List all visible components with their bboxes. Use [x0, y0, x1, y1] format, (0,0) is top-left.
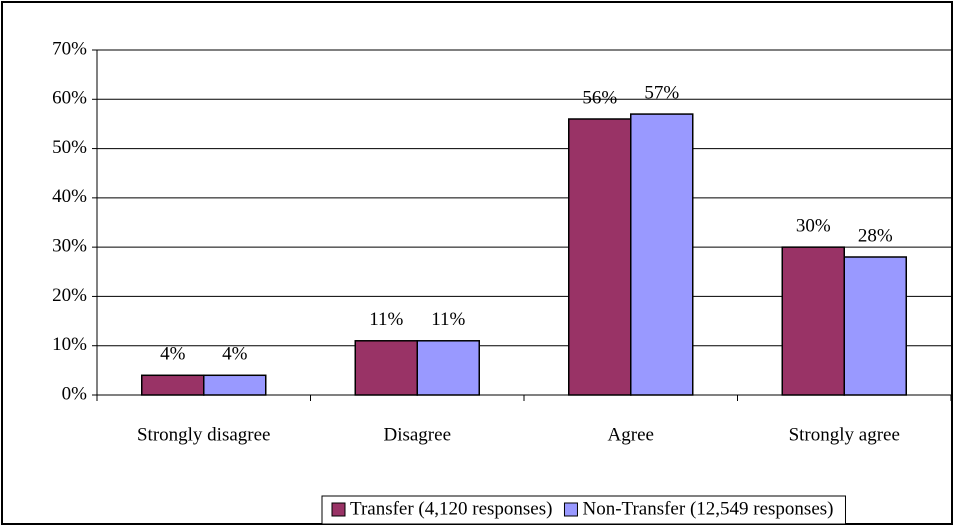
- y-tick-label: 40%: [52, 186, 87, 207]
- bar: [781, 246, 845, 396]
- value-label: 11%: [431, 309, 465, 330]
- x-tick-label: Strongly disagree: [137, 424, 271, 445]
- x-tick-label: Agree: [608, 424, 654, 445]
- bar: [843, 256, 907, 396]
- bar: [630, 113, 694, 396]
- value-label: 57%: [644, 82, 679, 103]
- value-label: 4%: [222, 344, 248, 365]
- value-label: 11%: [369, 309, 403, 330]
- bar: [141, 374, 205, 396]
- value-label: 28%: [858, 225, 893, 246]
- legend-label: Transfer (4,120 responses): [350, 498, 552, 519]
- bar: [568, 118, 632, 396]
- legend-swatch: [563, 502, 578, 517]
- value-label: 56%: [582, 87, 617, 108]
- y-tick-label: 70%: [52, 38, 87, 59]
- legend-swatch: [331, 502, 346, 517]
- y-tick-label: 60%: [52, 88, 87, 109]
- bar: [354, 340, 418, 396]
- bar: [416, 340, 480, 396]
- bar: [203, 374, 267, 396]
- value-label: 4%: [160, 344, 186, 365]
- y-tick-label: 0%: [62, 383, 88, 404]
- legend-label: Non-Transfer (12,549 responses): [582, 498, 833, 519]
- y-tick-label: 10%: [52, 334, 87, 355]
- legend-box: [321, 495, 846, 525]
- x-tick-label: Disagree: [383, 424, 451, 445]
- value-label: 30%: [796, 216, 831, 237]
- y-tick-label: 30%: [52, 236, 87, 257]
- x-tick-label: Strongly agree: [789, 424, 900, 445]
- y-tick-label: 50%: [52, 137, 87, 158]
- y-tick-label: 20%: [52, 285, 87, 306]
